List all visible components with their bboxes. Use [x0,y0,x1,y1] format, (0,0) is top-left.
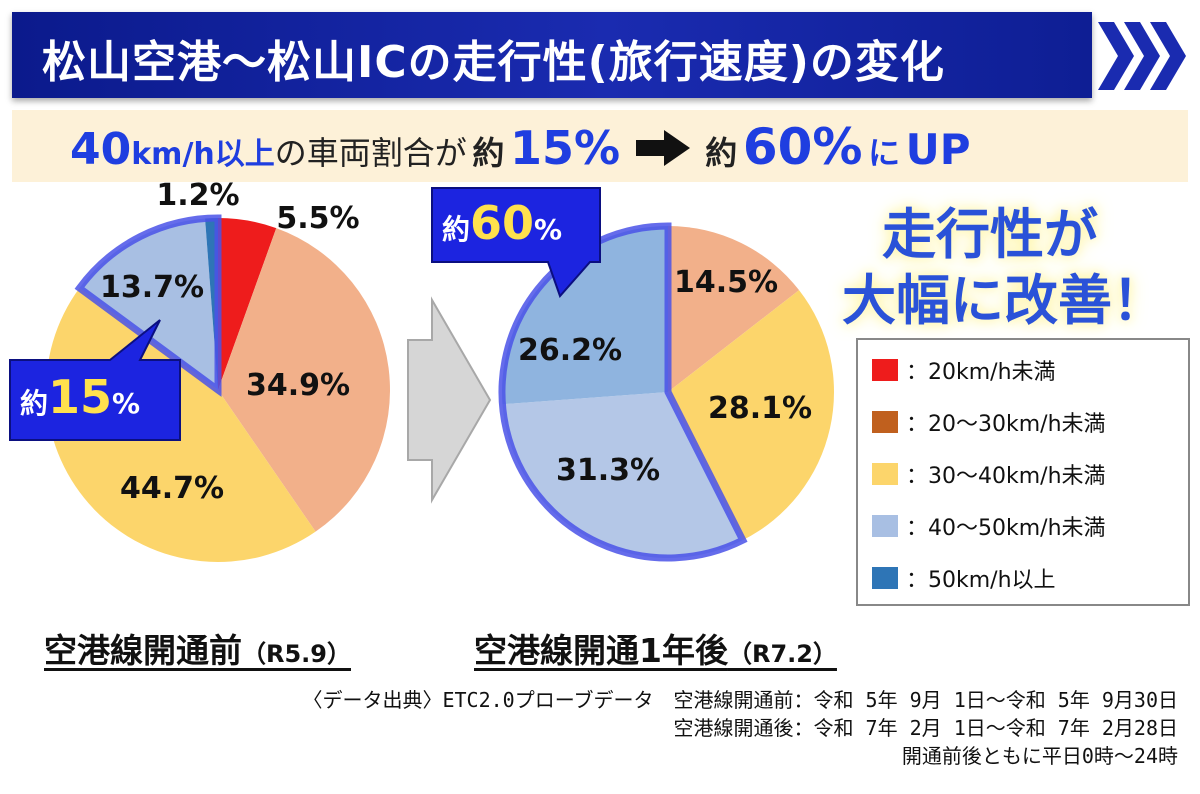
headline-approx-2: 約 [705,134,738,172]
legend-item: ：20～30km/h未満 [872,406,1106,437]
legend-label: ：20～30km/h未満 [906,412,1106,437]
callout-after-box [431,187,601,298]
headline-ni: に [868,134,901,172]
pie-data-label: 28.1% [708,391,812,426]
pie-after: 14.5% 28.1% 31.3% 26.2% [498,222,834,562]
pie-slice [502,226,668,405]
callout-before: 約15% [20,370,140,424]
pie-data-label: 13.7% [100,270,204,305]
callout-before-approx: 約 [20,387,49,420]
headline-value-after: 60% [742,118,863,176]
legend-label: ：20km/h未満 [906,360,1056,385]
legend-item: ：40～50km/h未満 [872,510,1106,541]
label-after-main: 空港線開通1年後 [474,631,728,670]
improvement-message-line1: 走行性が [882,203,1098,266]
pie-slice [218,228,390,532]
callout-before-box [9,319,181,441]
legend-label: ：30～40km/h未満 [906,464,1106,489]
headline-40: 40 [70,124,132,175]
pie-data-label: 1.2% [156,178,239,213]
legend-swatch [872,463,898,485]
callout-after-num: 60 [470,196,535,250]
callout-after-approx: 約 [442,213,471,246]
pie-data-label: 44.7% [120,471,224,506]
callout-after: 約60% [442,196,562,250]
pie-slice [79,218,218,390]
legend-label: ：40～50km/h未満 [906,516,1106,541]
callout-before-pct: % [112,387,141,420]
page-title: 松山空港～松山ICの走行性(旅行速度)の変化 [42,37,945,88]
arrow-right-icon [635,130,690,166]
pie-slice [218,218,277,390]
pie-data-label: 31.3% [556,453,660,488]
pie-data-label: 5.5% [276,201,359,236]
source-note-line2: 空港線開通後：令和 7年 2月 1日～令和 7年 2月28日 [673,716,1179,740]
headline-up: UP [905,125,971,174]
chevron-right-icon [1098,22,1186,90]
headline-kmh: km/h以上 [131,137,275,172]
title-banner: 松山空港～松山ICの走行性(旅行速度)の変化 [12,12,1092,98]
summary-band [12,110,1188,182]
legend-swatch [872,515,898,537]
legend-swatch [872,411,898,433]
highlight-outline [74,214,222,397]
summary-headline: 40km/h以上の車両割合が 約 15% 約 60% に UP [70,118,971,176]
label-before: 空港線開通前（R5.9） [44,624,351,672]
headline-approx-1: 約 [472,134,505,172]
pie-data-label: 34.9% [246,368,350,403]
legend-swatch [872,567,898,589]
pie-slice [668,226,800,392]
pie-data-label: 14.5% [674,265,778,300]
label-before-date: （R5.9） [242,640,351,668]
legend-item: ：50km/h以上 [872,562,1056,593]
label-after: 空港線開通1年後（R7.2） [474,624,837,672]
legend: ：20km/h未満 ：20～30km/h未満 ：30～40km/h未満 ：40～… [856,338,1190,606]
pie-data-label: 26.2% [518,333,622,368]
legend-label: ：50km/h以上 [906,568,1056,593]
pie-slice [668,290,834,541]
headline-text: の車両割合が [274,134,467,172]
transition-arrow [407,296,492,504]
label-after-date: （R7.2） [727,640,837,668]
improvement-message-line2: 大幅に改善！ [842,269,1166,332]
legend-swatch [872,359,898,381]
source-note-line3: 開通前後ともに平日0時～24時 [901,744,1178,768]
source-note-line1: 〈データ出典〉ETC2.0プローブデータ 空港線開通前：令和 5年 9月 1日～… [302,688,1178,712]
legend-item: ：20km/h未満 [872,354,1056,385]
label-before-main: 空港線開通前 [44,631,242,670]
legend-item: ：30～40km/h未満 [872,458,1106,489]
callout-after-pct: % [534,213,563,246]
callout-before-num: 15 [48,370,113,424]
headline-value-before: 15% [509,121,621,175]
